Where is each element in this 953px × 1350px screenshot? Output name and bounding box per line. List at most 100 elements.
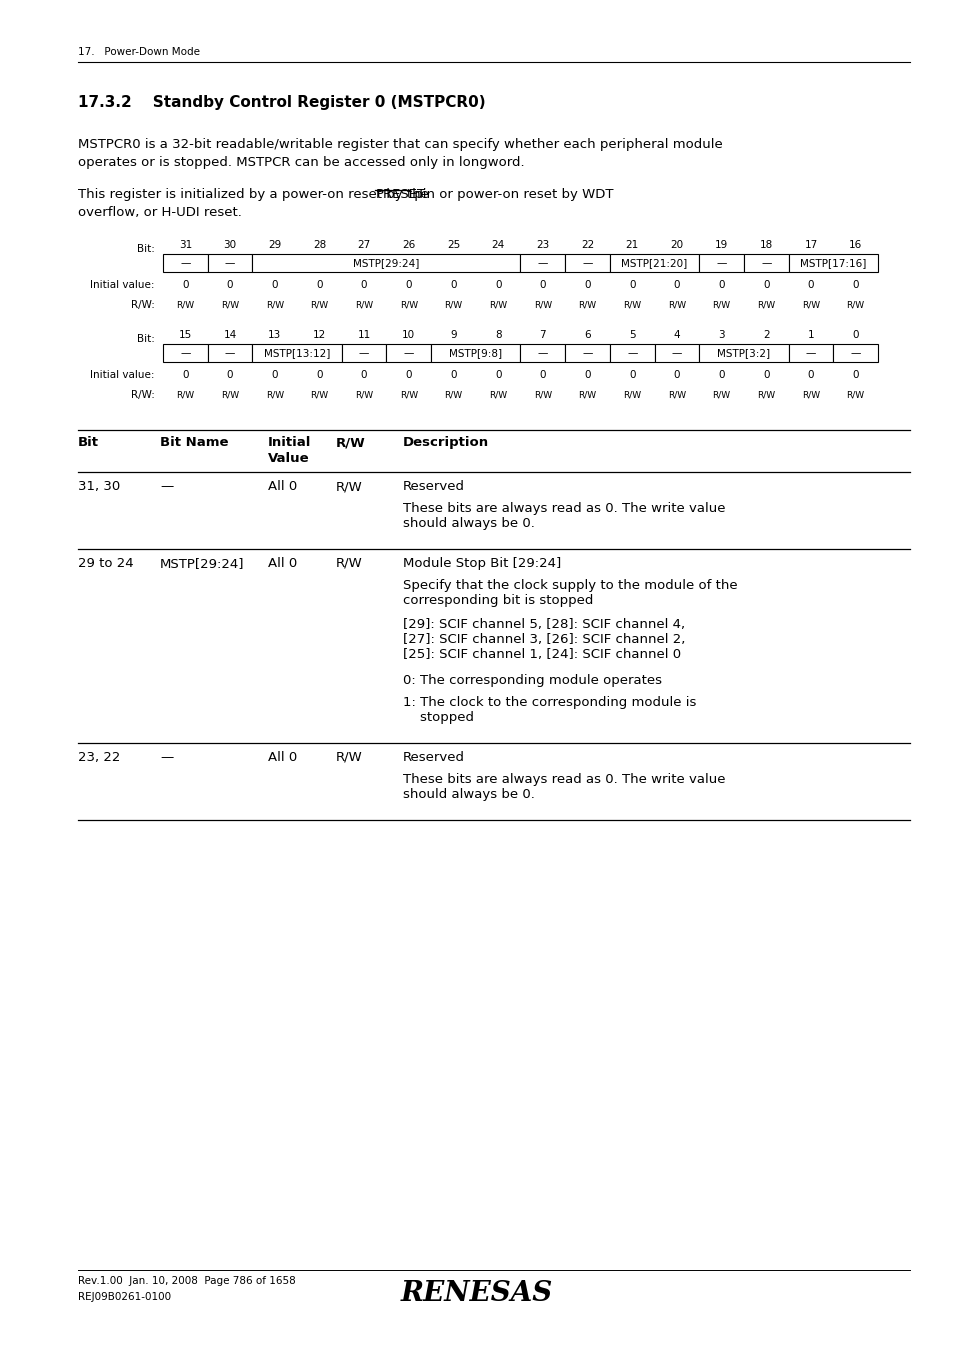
- Bar: [564, 344, 609, 362]
- Text: R/W: R/W: [712, 390, 730, 400]
- Text: 4: 4: [673, 329, 679, 340]
- Text: —: —: [160, 751, 173, 764]
- Text: —: —: [849, 348, 860, 358]
- Text: 22: 22: [580, 240, 594, 250]
- Text: 31: 31: [178, 240, 192, 250]
- Text: R/W: R/W: [335, 558, 362, 570]
- Text: 0: 0: [583, 370, 590, 379]
- Text: R/W: R/W: [444, 390, 462, 400]
- Text: —: —: [626, 348, 637, 358]
- Text: RENESAS: RENESAS: [400, 1280, 553, 1307]
- Text: All 0: All 0: [268, 481, 297, 493]
- Text: 29: 29: [268, 240, 281, 250]
- Text: R/W: R/W: [176, 301, 194, 309]
- Text: MSTP[17:16]: MSTP[17:16]: [800, 258, 865, 269]
- Text: 17: 17: [803, 240, 817, 250]
- Text: 20: 20: [670, 240, 682, 250]
- Text: R/W:: R/W:: [131, 300, 154, 310]
- Text: 0: 0: [673, 279, 679, 290]
- Text: R/W: R/W: [667, 390, 685, 400]
- Bar: [163, 344, 208, 362]
- Text: 0: 0: [315, 279, 322, 290]
- Text: 0: 0: [852, 279, 858, 290]
- Text: PRESET: PRESET: [375, 188, 425, 201]
- Text: 0: 0: [272, 370, 277, 379]
- Text: 0: 0: [227, 279, 233, 290]
- Text: 23, 22: 23, 22: [78, 751, 120, 764]
- Text: R/W: R/W: [355, 390, 373, 400]
- Bar: [253, 254, 520, 271]
- Text: 0: 0: [495, 370, 501, 379]
- Text: R/W: R/W: [757, 390, 775, 400]
- Text: 0: 0: [807, 370, 813, 379]
- Bar: [699, 254, 743, 271]
- Text: These bits are always read as 0. The write value
should always be 0.: These bits are always read as 0. The wri…: [402, 502, 724, 531]
- Text: 25: 25: [446, 240, 459, 250]
- Text: 10: 10: [402, 329, 415, 340]
- Text: Specify that the clock supply to the module of the
corresponding bit is stopped: Specify that the clock supply to the mod…: [402, 579, 737, 608]
- Bar: [208, 254, 253, 271]
- Text: 26: 26: [402, 240, 415, 250]
- Bar: [520, 254, 564, 271]
- Text: 1: 1: [807, 329, 814, 340]
- Text: Module Stop Bit [29:24]: Module Stop Bit [29:24]: [402, 558, 560, 570]
- Text: R/W: R/W: [712, 301, 730, 309]
- Bar: [208, 344, 253, 362]
- Bar: [386, 344, 431, 362]
- Text: 5: 5: [628, 329, 635, 340]
- Text: Reserved: Reserved: [402, 481, 464, 493]
- Text: 6: 6: [583, 329, 590, 340]
- Text: 0: 0: [360, 370, 367, 379]
- Text: Bit:: Bit:: [137, 333, 154, 344]
- Bar: [564, 254, 609, 271]
- Text: 0: 0: [539, 279, 545, 290]
- Text: 21: 21: [625, 240, 639, 250]
- Text: R/W: R/W: [534, 301, 552, 309]
- Text: MSTP[13:12]: MSTP[13:12]: [264, 348, 330, 358]
- Text: R/W: R/W: [265, 301, 283, 309]
- Text: 0: 0: [762, 279, 769, 290]
- Bar: [609, 254, 699, 271]
- Text: R/W: R/W: [310, 301, 328, 309]
- Text: R/W: R/W: [221, 390, 239, 400]
- Text: 0: 0: [272, 279, 277, 290]
- Text: —: —: [180, 258, 191, 269]
- Text: —: —: [760, 258, 771, 269]
- Text: 0: 0: [718, 279, 724, 290]
- Text: 0: 0: [450, 279, 456, 290]
- Text: operates or is stopped. MSTPCR can be accessed only in longword.: operates or is stopped. MSTPCR can be ac…: [78, 157, 524, 169]
- Text: MSTP[9:8]: MSTP[9:8]: [449, 348, 502, 358]
- Text: 30: 30: [223, 240, 236, 250]
- Text: R/W: R/W: [534, 390, 552, 400]
- Text: 9: 9: [450, 329, 456, 340]
- Text: R/W: R/W: [335, 436, 365, 450]
- Text: 0: 0: [762, 370, 769, 379]
- Text: 12: 12: [313, 329, 326, 340]
- Text: —: —: [581, 348, 592, 358]
- Text: 0: 0: [227, 370, 233, 379]
- Text: 14: 14: [223, 329, 236, 340]
- Text: R/W: R/W: [489, 390, 507, 400]
- Bar: [832, 344, 877, 362]
- Text: R/W: R/W: [845, 301, 863, 309]
- Text: Initial value:: Initial value:: [91, 279, 154, 290]
- Text: 11: 11: [357, 329, 371, 340]
- Text: All 0: All 0: [268, 751, 297, 764]
- Text: —: —: [403, 348, 414, 358]
- Text: 0: 0: [583, 279, 590, 290]
- Text: —: —: [671, 348, 681, 358]
- Text: —: —: [537, 258, 547, 269]
- Text: R/W: R/W: [265, 390, 283, 400]
- Text: pin or power-on reset by WDT: pin or power-on reset by WDT: [410, 188, 613, 201]
- Text: —: —: [160, 481, 173, 493]
- Text: R/W: R/W: [335, 481, 362, 493]
- Text: R/W: R/W: [757, 301, 775, 309]
- Text: 0: 0: [450, 370, 456, 379]
- Text: Value: Value: [268, 452, 310, 464]
- Text: 1: The clock to the corresponding module is
    stopped: 1: The clock to the corresponding module…: [402, 697, 696, 724]
- Text: R/W:: R/W:: [131, 390, 154, 400]
- Text: Description: Description: [402, 436, 489, 450]
- Text: 8: 8: [495, 329, 501, 340]
- Text: 0: 0: [852, 329, 858, 340]
- Text: These bits are always read as 0. The write value
should always be 0.: These bits are always read as 0. The wri…: [402, 774, 724, 801]
